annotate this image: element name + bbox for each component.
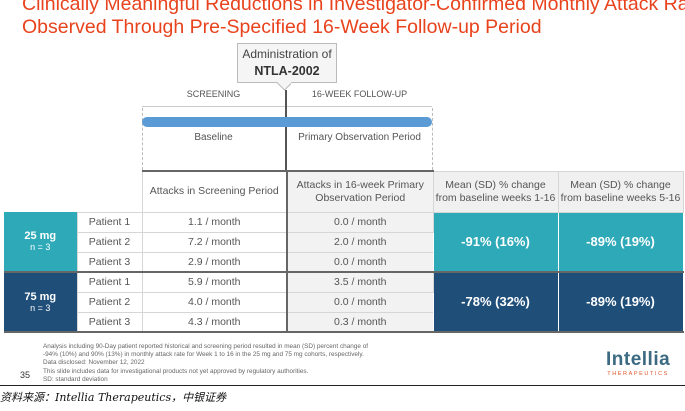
results-table: Attacks in Screening Period Attacks in 1… — [4, 170, 684, 333]
mean-5-16-cell: -89% (19%) — [557, 271, 684, 333]
slide-title: Clinically Meaningful Reductions in Inve… — [22, 0, 685, 39]
footnote: Data disclosed: November 12, 2022 — [43, 359, 145, 367]
n-label: n = 3 — [30, 242, 51, 252]
screening-cell: 4.3 / month — [141, 311, 288, 333]
phase-followup: 16-WEEK FOLLOW-UP — [311, 89, 408, 99]
followup-cell: 0.0 / month — [286, 251, 434, 273]
intellia-logo: Intellia THERAPEUTICS — [606, 349, 670, 378]
table-row: Patient 2 7.2 / month 2.0 / month — [4, 231, 683, 253]
patient-cell: Patient 1 — [76, 271, 143, 293]
divider — [432, 108, 433, 170]
administration-callout: Administration of NTLA-2002 — [237, 43, 337, 83]
followup-cell: 0.0 / month — [286, 291, 434, 313]
title-line-2: Observed Through Pre-Specified 16-Week F… — [22, 16, 542, 38]
primary-period-label: Primary Observation Period — [298, 132, 421, 143]
table-row: Patient 3 2.9 / month 0.0 / month — [4, 251, 683, 273]
followup-cell: 0.3 / month — [286, 311, 434, 333]
dose-label: 75 mg — [24, 290, 57, 303]
followup-cell: 0.0 / month — [286, 211, 434, 233]
baseline-label: Baseline — [194, 132, 233, 143]
patient-cell: Patient 2 — [76, 231, 143, 253]
logo-name: Intellia — [606, 349, 671, 370]
header-screening: Attacks in Screening Period — [141, 170, 288, 213]
dose-25mg: 25 mg n = 3 — [4, 212, 77, 272]
followup-cell: 2.0 / month — [286, 231, 434, 253]
table-header-row: Attacks in Screening Period Attacks in 1… — [4, 170, 684, 213]
table-row: Patient 3 4.3 / month 0.3 / month — [4, 311, 683, 333]
screening-cell: 2.9 / month — [141, 251, 288, 273]
footnote: SD: standard deviation — [43, 375, 108, 383]
patient-cell: Patient 2 — [76, 291, 143, 313]
phase-screening: SCREENING — [186, 89, 241, 99]
patient-cell: Patient 1 — [76, 211, 143, 233]
screening-cell: 4.0 / month — [141, 291, 288, 313]
footnote: -94% (10%) and 90% (13%) in monthly atta… — [43, 351, 364, 359]
dose-label: 25 mg — [24, 230, 57, 242]
logo-subtitle: THERAPEUTICS — [607, 371, 669, 377]
mean-5-16-cell: -89% (19%) — [557, 211, 684, 273]
title-line-1: Clinically Meaningful Reductions in Inve… — [22, 0, 685, 15]
page-number: 35 — [20, 370, 31, 380]
dose-75mg: 75 mg n = 3 — [4, 272, 77, 332]
timeline-bar — [142, 117, 432, 127]
mean-1-16-cell: -91% (16%) — [432, 211, 559, 273]
mean-1-16-cell: -78% (32%) — [432, 271, 559, 333]
table-row: Patient 2 4.0 / month 0.0 / month — [4, 291, 683, 313]
followup-cell: 3.5 / month — [286, 271, 434, 293]
callout-drug-name: NTLA-2002 — [254, 64, 320, 78]
table-row: 25 mg n = 3 Patient 1 1.1 / month 0.0 / m… — [4, 211, 684, 273]
source-caption: 资料来源：Intellia Therapeutics，中银证券 — [0, 391, 227, 404]
screening-cell: 7.2 / month — [141, 231, 288, 253]
divider — [0, 385, 685, 386]
n-label: n = 3 — [30, 302, 51, 313]
callout-text: Administration of — [242, 47, 332, 61]
header-followup: Attacks in 16-week Primary Observation P… — [286, 170, 434, 213]
screening-cell: 5.9 / month — [141, 271, 288, 293]
divider — [142, 108, 143, 170]
administration-marker-line — [285, 90, 287, 172]
divider — [142, 106, 432, 107]
footnote: This slide includes data for investigati… — [43, 367, 309, 375]
patient-cell: Patient 3 — [76, 311, 143, 333]
patient-cell: Patient 3 — [76, 251, 143, 273]
screening-cell: 1.1 / month — [141, 211, 288, 233]
footnotes: Analysis including 90-Day patient report… — [43, 343, 368, 384]
header-mean-5-16: Mean (SD) % change from baseline weeks 5… — [557, 170, 684, 213]
header-mean-1-16: Mean (SD) % change from baseline weeks 1… — [432, 170, 559, 213]
table-row: 75 mg n = 3 Patient 1 5.9 / month 3.5 / m… — [4, 271, 684, 333]
footnote: Analysis including 90-Day patient report… — [43, 343, 369, 350]
